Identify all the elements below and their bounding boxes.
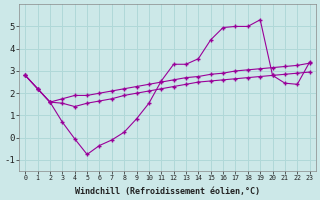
X-axis label: Windchill (Refroidissement éolien,°C): Windchill (Refroidissement éolien,°C) [75, 187, 260, 196]
